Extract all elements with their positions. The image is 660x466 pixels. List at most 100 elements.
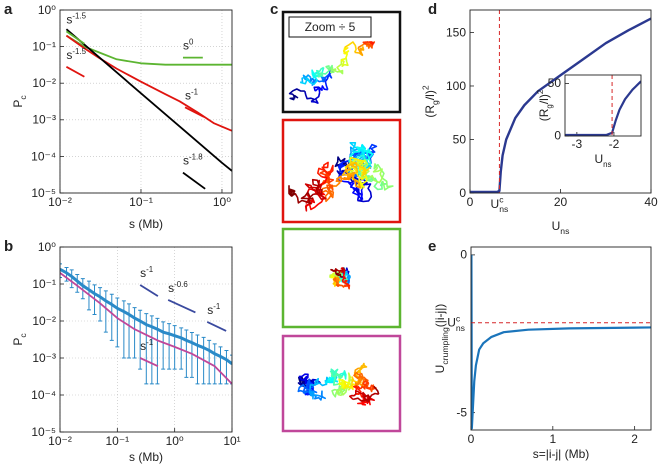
chain-segment [373, 163, 394, 191]
label-part: -1.8 [189, 153, 203, 162]
slope-guide [206, 321, 227, 332]
chain-segment [304, 188, 318, 212]
x-tick-label: -2 [609, 137, 620, 151]
y-axis-label: (Rg/l)2 [536, 90, 554, 121]
plot-frame [470, 246, 652, 431]
chain-segment [357, 47, 365, 56]
error-bar [80, 278, 85, 300]
chain-segment [288, 185, 296, 197]
chain-segment [373, 385, 380, 395]
x-tick-label: 1 [549, 432, 556, 446]
y-axis-label: Pc [11, 333, 28, 346]
chain-segment [344, 161, 371, 177]
error-bar [132, 307, 137, 359]
chain-segment [332, 277, 340, 286]
x-tick-label: 40 [644, 195, 658, 209]
chain-segment [304, 183, 327, 200]
y-tick-label: 0 [554, 129, 561, 143]
y-axis-label: Ucrumpling(|i-j|) [433, 304, 450, 374]
label-part: U [433, 365, 447, 374]
x-tick-label: 10¹ [223, 434, 240, 448]
chain-segment [344, 165, 362, 189]
chain-segment [352, 385, 367, 399]
chain-segment [317, 69, 331, 78]
chain-segment [344, 41, 357, 53]
chain-segment [315, 66, 325, 78]
plot-area [60, 263, 232, 385]
label-part: s [185, 88, 191, 102]
label-part: (R [423, 105, 437, 118]
x-axis-label: Uns [594, 152, 611, 169]
label-part: 0 [189, 38, 194, 47]
x-tick-label: 10⁻¹ [105, 434, 129, 448]
reference-label: Uc ns [447, 313, 465, 333]
error-bar [189, 331, 194, 378]
label-part: U [447, 316, 456, 330]
chain-segment [308, 388, 319, 400]
slope-guide [139, 284, 159, 297]
y-tick-label: 0 [460, 248, 467, 262]
error-bar [69, 269, 74, 289]
zoom-box [288, 16, 372, 38]
x-tick-label: 10⁰ [166, 434, 184, 448]
chain-segment [368, 41, 375, 46]
label-part: ns [499, 204, 508, 214]
series-line [60, 267, 232, 365]
label-part: c [18, 333, 28, 338]
chain-segment [356, 362, 368, 373]
x-tick-label: 10⁻¹ [129, 195, 153, 209]
label-part: ns [603, 160, 611, 169]
chain-segment [336, 57, 348, 72]
chain-segment [356, 143, 369, 157]
chain-segment [349, 146, 374, 161]
y-tick-label: 10⁻¹ [32, 39, 56, 53]
chain-segment [343, 270, 349, 277]
chain-segment [334, 271, 343, 278]
y-tick-label: 0 [459, 186, 466, 200]
label-part: /l) [423, 90, 437, 100]
chain-segment [337, 175, 363, 200]
label-part: g [545, 104, 554, 108]
plot-area [565, 80, 641, 136]
label-part: -1 [146, 265, 154, 274]
x-tick-label: 10⁰ [213, 195, 231, 209]
plot-area [470, 17, 651, 193]
slope-guide [65, 66, 85, 78]
chain-segment [330, 371, 343, 386]
x-tick-label: 20 [554, 195, 568, 209]
label-part: s [66, 48, 72, 62]
conformation-box [281, 334, 402, 433]
y-tick-label: 10⁻⁵ [31, 425, 56, 439]
zoom-label: Zoom ÷ 5 [305, 20, 356, 34]
plot-frame [59, 246, 233, 433]
y-tick-label: 10⁻² [32, 314, 56, 328]
label-part: -1.5 [72, 47, 86, 56]
chain-segment [343, 381, 358, 391]
reference-label: Uc ns [491, 195, 509, 215]
label-part: s [183, 39, 189, 53]
slope-guide [184, 106, 205, 118]
label-part: ns [456, 323, 465, 333]
guide-label: s-1.8 [183, 153, 203, 168]
panel-label: c [270, 1, 278, 18]
y-tick-label: -5 [456, 405, 467, 419]
label-part: -1.5 [72, 11, 86, 20]
error-bar [218, 346, 223, 385]
chain-segment [340, 59, 349, 67]
label-part: s [140, 266, 146, 280]
series-line [65, 28, 232, 172]
chain-segment [342, 47, 349, 54]
label-part: (R [537, 108, 551, 121]
guide-label: s-1 [185, 87, 199, 102]
y-axis-label: (Rg/l)2 [421, 85, 441, 117]
chain-segment [311, 178, 323, 196]
x-tick-label: -3 [572, 137, 583, 151]
guide-label: s-0.6 [168, 280, 188, 295]
y-axis-label: Pc [11, 95, 28, 108]
chain-segment [298, 373, 310, 385]
label-part: -1 [146, 338, 154, 347]
chain-segment [289, 93, 299, 101]
chain-segment [338, 378, 351, 389]
label-part: -1 [191, 87, 199, 96]
chain-segment [334, 267, 344, 274]
